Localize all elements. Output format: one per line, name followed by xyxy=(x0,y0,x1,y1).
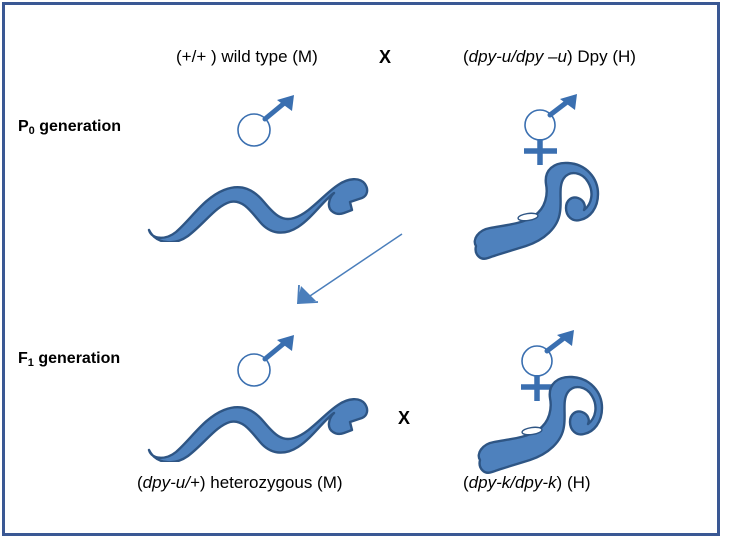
phenotype-text: Dpy (H) xyxy=(572,47,636,66)
phenotype-text: heterozygous (M) xyxy=(205,473,343,492)
paren-open: ( xyxy=(137,473,143,492)
f1-generation-suffix: generation xyxy=(33,350,121,367)
phenotype-text: wild type (M) xyxy=(216,47,318,66)
p0-wild-type-worm xyxy=(138,166,374,247)
genotype-text: +/+ xyxy=(181,47,211,66)
paren-open: ( xyxy=(463,47,469,66)
worm-vulva-slit xyxy=(517,212,539,222)
p0-generation-suffix: generation xyxy=(34,118,122,135)
male-symbol-arrowhead xyxy=(277,335,294,351)
worm-body-path xyxy=(147,398,369,464)
p0-generation-letter: P xyxy=(18,118,29,135)
p0-right-genotype-label: (dpy-u/dpy –u) Dpy (H) xyxy=(463,48,636,65)
paren-open: ( xyxy=(463,473,469,492)
f1-heterozygous-worm xyxy=(138,386,374,467)
phenotype-text: (H) xyxy=(562,473,591,492)
f1-generation-label: F1 generation xyxy=(18,350,121,369)
descent-arrow xyxy=(288,226,410,319)
male-symbol-circle xyxy=(237,353,271,387)
f1-generation-subscript: 1 xyxy=(27,357,34,369)
hermaphrodite-symbol-arrowhead xyxy=(560,94,577,110)
paren-close: ) xyxy=(210,47,217,66)
paren-close: ) xyxy=(566,47,573,66)
worm-body-path xyxy=(473,161,600,260)
p0-dumpy-worm xyxy=(468,158,650,275)
genotype-text: dpy-u/dpy –u xyxy=(468,47,567,66)
descent-arrow-head-fill xyxy=(297,286,316,304)
figure-border xyxy=(2,2,720,536)
worm-vulva-slit xyxy=(521,426,543,436)
genotype-text: dpy-k/dpy-k xyxy=(468,473,557,492)
paren-close: ) xyxy=(199,473,206,492)
worm-body-path xyxy=(147,178,369,244)
f1-dumpy-worm xyxy=(472,372,654,489)
p0-cross-symbol: X xyxy=(379,47,392,67)
worm-body-path xyxy=(477,375,604,474)
f1-cross-symbol: X xyxy=(398,408,411,428)
f1-left-genotype-label: (dpy-u/+) heterozygous (M) xyxy=(137,474,343,491)
genotype-text: dpy-u/+ xyxy=(142,473,200,492)
male-symbol-arrowhead xyxy=(277,95,294,111)
p0-left-genotype-label: (+/+ ) wild type (M) xyxy=(176,48,318,65)
hermaphrodite-symbol-arrowhead xyxy=(557,330,574,346)
paren-open: ( xyxy=(176,47,182,66)
f1-generation-letter: F xyxy=(18,350,28,367)
male-symbol-circle xyxy=(237,113,271,147)
p0-generation-label: P0 generation xyxy=(18,118,122,137)
paren-close: ) xyxy=(556,473,563,492)
p0-male-symbol xyxy=(232,92,302,155)
f1-male-symbol xyxy=(232,332,302,395)
p0-hermaphrodite-symbol xyxy=(516,92,590,175)
f1-hermaphrodite-symbol xyxy=(513,328,587,411)
f1-right-genotype-label: (dpy-k/dpy-k) (H) xyxy=(463,474,591,491)
descent-arrow-line xyxy=(303,233,403,301)
p0-generation-subscript: 0 xyxy=(28,125,35,137)
